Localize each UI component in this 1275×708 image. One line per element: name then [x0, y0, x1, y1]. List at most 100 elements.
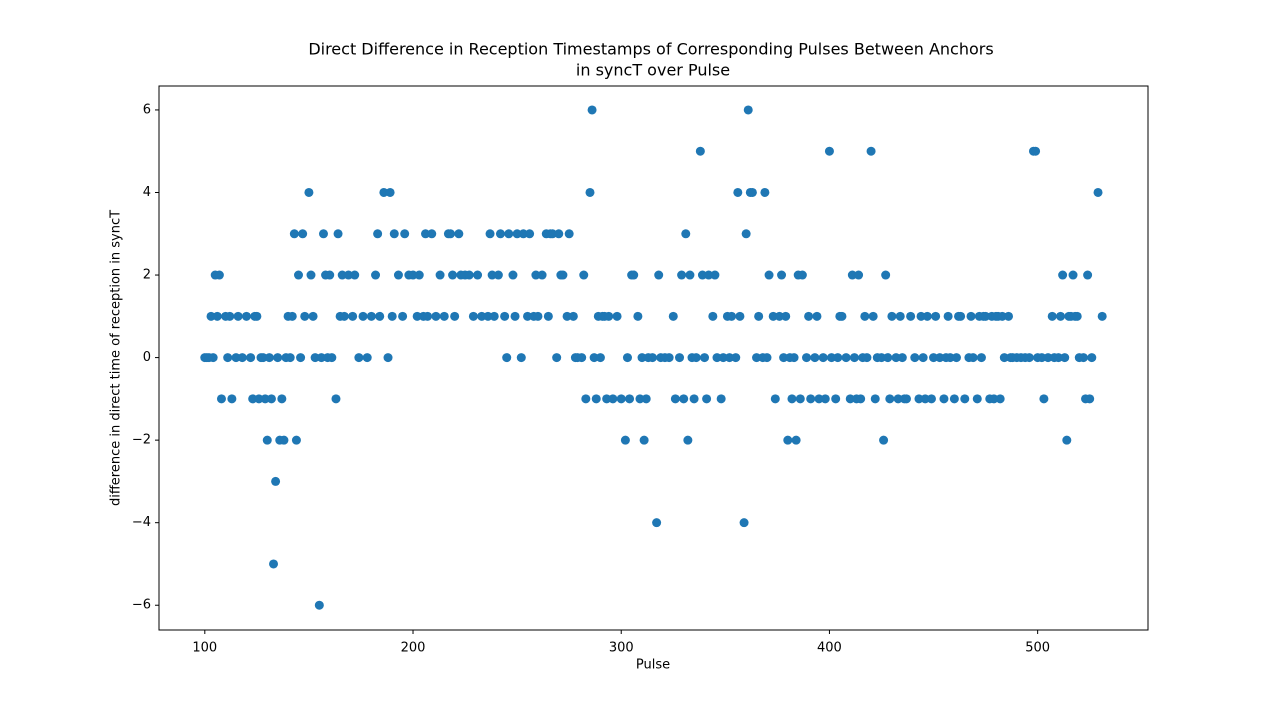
data-point	[254, 394, 264, 404]
data-point	[548, 229, 558, 239]
data-point	[629, 270, 639, 280]
data-point	[262, 435, 272, 445]
data-point	[579, 270, 589, 280]
data-point	[727, 311, 737, 321]
data-point	[393, 270, 403, 280]
data-point	[754, 311, 764, 321]
data-point	[901, 394, 911, 404]
data-point	[495, 229, 505, 239]
data-point	[633, 311, 643, 321]
data-point	[956, 311, 966, 321]
data-point	[389, 229, 399, 239]
data-point	[400, 229, 410, 239]
data-point	[664, 353, 674, 363]
data-point	[398, 311, 408, 321]
data-point	[683, 435, 693, 445]
data-point	[500, 311, 510, 321]
data-point	[670, 394, 680, 404]
data-point	[269, 559, 279, 569]
data-point	[747, 187, 757, 197]
data-point	[695, 146, 705, 156]
data-point	[318, 229, 328, 239]
data-point	[893, 394, 903, 404]
data-point	[854, 270, 864, 280]
data-point	[331, 394, 341, 404]
data-point	[949, 394, 959, 404]
data-point	[939, 394, 949, 404]
data-point	[304, 187, 314, 197]
data-point	[702, 394, 712, 404]
data-point	[997, 311, 1007, 321]
data-point	[279, 435, 289, 445]
data-point	[206, 311, 216, 321]
data-point	[752, 353, 762, 363]
data-point	[237, 353, 247, 363]
data-point	[870, 394, 880, 404]
data-point	[943, 311, 953, 321]
data-point	[214, 270, 224, 280]
data-point	[216, 394, 226, 404]
data-point	[1078, 353, 1088, 363]
data-point	[789, 353, 799, 363]
data-point	[635, 394, 645, 404]
data-point	[258, 353, 268, 363]
data-point	[1037, 353, 1047, 363]
data-point	[791, 435, 801, 445]
data-point	[1097, 311, 1107, 321]
data-point	[735, 311, 745, 321]
data-point	[708, 311, 718, 321]
data-point	[585, 187, 595, 197]
data-point	[716, 394, 726, 404]
data-point	[371, 270, 381, 280]
data-point	[383, 353, 393, 363]
data-point	[787, 394, 797, 404]
y-tick-label: 0	[143, 350, 151, 365]
data-point	[885, 394, 895, 404]
data-point	[625, 394, 635, 404]
data-point	[929, 353, 939, 363]
data-point	[906, 311, 916, 321]
x-tick-label: 400	[817, 641, 842, 656]
data-point	[508, 270, 518, 280]
data-point	[675, 353, 685, 363]
data-point	[779, 353, 789, 363]
data-point	[922, 311, 932, 321]
data-point	[741, 229, 751, 239]
data-point	[989, 394, 999, 404]
data-point	[700, 353, 710, 363]
data-point	[1093, 187, 1103, 197]
data-point	[897, 353, 907, 363]
data-point	[473, 270, 483, 280]
data-point	[824, 146, 834, 156]
data-point	[591, 394, 601, 404]
data-point	[435, 270, 445, 280]
y-tick-label: −4	[132, 515, 151, 530]
y-axis-label: difference in direct time of reception i…	[109, 210, 124, 506]
data-point	[375, 311, 385, 321]
data-point	[587, 105, 597, 115]
data-point	[564, 229, 574, 239]
data-point	[348, 311, 358, 321]
data-point	[876, 353, 886, 363]
data-point	[781, 311, 791, 321]
data-point	[602, 394, 612, 404]
data-point	[366, 311, 376, 321]
x-axis-label: Pulse	[636, 658, 670, 673]
data-point	[266, 394, 276, 404]
chart-title: Direct Difference in Reception Timestamp…	[308, 40, 993, 59]
data-point	[387, 311, 397, 321]
data-point	[516, 353, 526, 363]
data-point	[523, 311, 533, 321]
data-point	[316, 353, 326, 363]
data-point	[512, 229, 522, 239]
data-point	[1060, 353, 1070, 363]
data-point	[489, 311, 499, 321]
data-point	[518, 229, 528, 239]
data-point	[981, 311, 991, 321]
data-point	[485, 229, 495, 239]
data-point	[493, 270, 503, 280]
data-point	[468, 311, 478, 321]
data-point	[976, 353, 986, 363]
data-point	[287, 311, 297, 321]
data-point	[739, 518, 749, 528]
